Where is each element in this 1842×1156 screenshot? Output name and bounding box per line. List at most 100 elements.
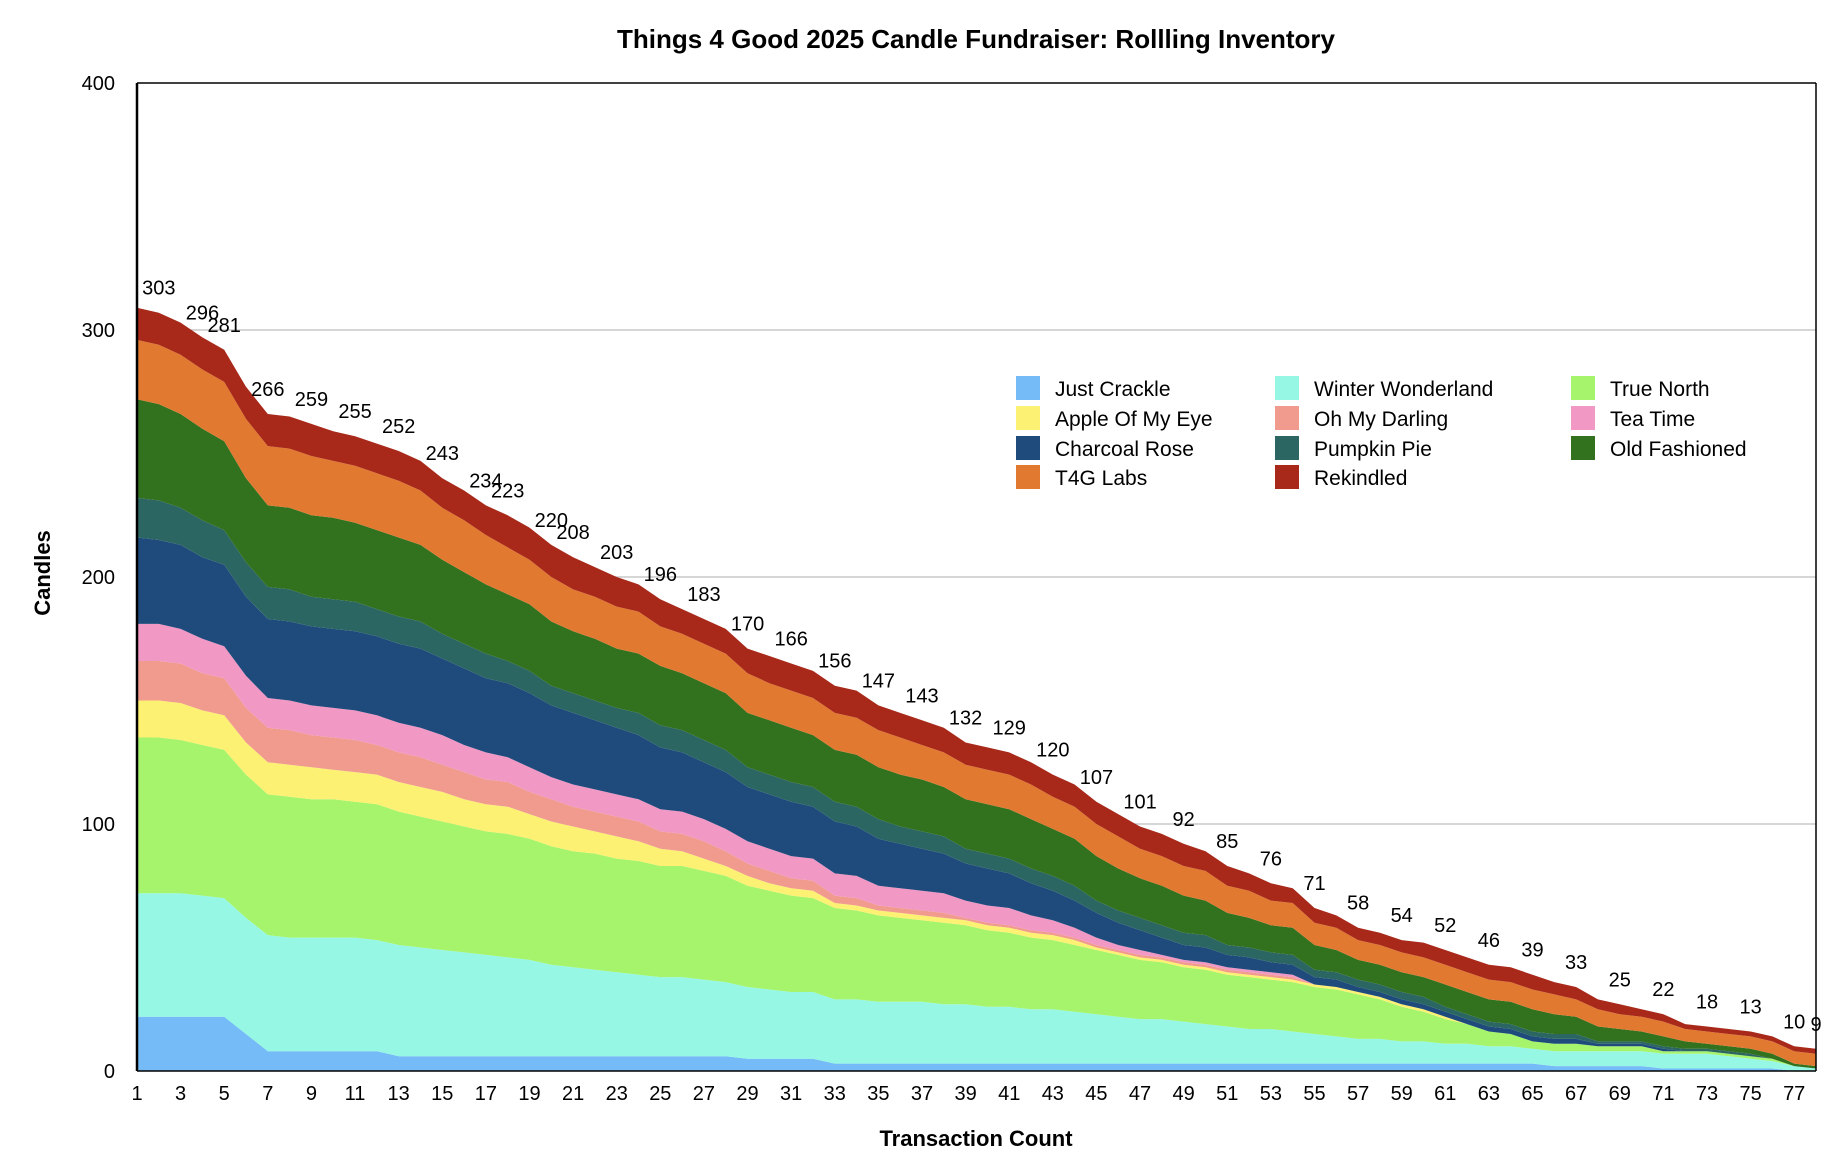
legend-label: Tea Time bbox=[1610, 408, 1695, 431]
x-tick-label: 57 bbox=[1347, 1083, 1369, 1105]
legend-item: Old Fashioned bbox=[1571, 436, 1747, 461]
legend-item: Tea Time bbox=[1571, 406, 1695, 431]
legend-label: Rekindled bbox=[1314, 467, 1407, 490]
total-data-label: 22 bbox=[1652, 979, 1674, 1001]
total-data-label: 259 bbox=[295, 389, 328, 411]
total-data-label: 120 bbox=[1036, 740, 1069, 762]
y-axis-ticks: 0 100 200 300 400 bbox=[82, 73, 115, 1083]
legend-item: Rekindled bbox=[1275, 465, 1407, 490]
total-data-label: 234 bbox=[469, 470, 502, 492]
x-tick-label: 9 bbox=[306, 1083, 317, 1105]
area-true-north bbox=[137, 737, 1816, 1069]
x-tick-label: 69 bbox=[1609, 1083, 1631, 1105]
total-data-label: 132 bbox=[949, 707, 982, 729]
x-axis-ticks: 1 3 5 7 9 11 13 15 17 19 21 23 25 27 29 31 33 35 37 39 41 43 4… bbox=[131, 1083, 1805, 1105]
legend-item: Charcoal Rose bbox=[1016, 436, 1194, 461]
x-tick-label: 23 bbox=[606, 1083, 628, 1105]
x-tick-label: 7 bbox=[262, 1083, 273, 1105]
x-axis-title: Transaction Count bbox=[879, 1126, 1073, 1151]
legend-label: Oh My Darling bbox=[1314, 408, 1448, 431]
legend-swatch bbox=[1016, 406, 1040, 430]
y-axis-title: Candles bbox=[30, 530, 55, 616]
legend-label: T4G Labs bbox=[1055, 467, 1147, 490]
legend: Just Crackle Winter Wonderland True North A… bbox=[1016, 376, 1747, 490]
x-tick-label: 13 bbox=[388, 1083, 410, 1105]
x-tick-label: 37 bbox=[911, 1083, 933, 1105]
y-tick-label: 100 bbox=[82, 814, 115, 836]
x-tick-label: 53 bbox=[1260, 1083, 1282, 1105]
total-data-label: 303 bbox=[142, 278, 175, 300]
x-tick-label: 21 bbox=[562, 1083, 584, 1105]
x-tick-label: 59 bbox=[1391, 1083, 1413, 1105]
legend-item: Winter Wonderland bbox=[1275, 376, 1493, 401]
x-tick-label: 17 bbox=[475, 1083, 497, 1105]
x-tick-label: 5 bbox=[219, 1083, 230, 1105]
total-data-label: 243 bbox=[426, 443, 459, 465]
total-data-label: 170 bbox=[731, 614, 764, 636]
area-just-crackle bbox=[137, 1016, 1816, 1071]
x-tick-label: 77 bbox=[1783, 1083, 1805, 1105]
legend-swatch bbox=[1571, 436, 1595, 460]
legend-swatch bbox=[1571, 406, 1595, 430]
y-tick-label: 0 bbox=[104, 1061, 115, 1083]
x-tick-label: 71 bbox=[1652, 1083, 1674, 1105]
x-tick-label: 3 bbox=[175, 1083, 186, 1105]
total-data-label: 147 bbox=[862, 670, 895, 692]
y-tick-label: 300 bbox=[82, 320, 115, 342]
x-tick-label: 45 bbox=[1085, 1083, 1107, 1105]
total-data-label: 33 bbox=[1565, 952, 1587, 974]
x-tick-label: 11 bbox=[345, 1083, 366, 1105]
legend-item: Oh My Darling bbox=[1275, 406, 1448, 431]
y-tick-label: 400 bbox=[82, 73, 115, 95]
total-data-label: 296 bbox=[186, 302, 219, 324]
total-data-label: 25 bbox=[1609, 969, 1631, 991]
legend-label: Old Fashioned bbox=[1610, 438, 1747, 461]
total-data-label: 255 bbox=[338, 401, 371, 423]
y-tick-label: 200 bbox=[82, 567, 115, 589]
total-data-label: 76 bbox=[1260, 848, 1282, 870]
chart-title: Things 4 Good 2025 Candle Fundraiser: Ro… bbox=[617, 24, 1336, 54]
x-tick-label: 73 bbox=[1696, 1083, 1718, 1105]
total-data-label: 203 bbox=[600, 542, 633, 564]
plot-frame bbox=[135, 82, 1817, 1072]
x-tick-label: 55 bbox=[1303, 1083, 1325, 1105]
x-tick-label: 19 bbox=[518, 1083, 540, 1105]
total-data-label: 39 bbox=[1521, 940, 1543, 962]
x-tick-label: 43 bbox=[1042, 1083, 1064, 1105]
legend-swatch bbox=[1275, 406, 1299, 430]
x-tick-label: 65 bbox=[1521, 1083, 1543, 1105]
legend-swatch bbox=[1016, 436, 1040, 460]
total-data-label: 281 bbox=[208, 315, 241, 337]
total-data-label: 266 bbox=[251, 379, 284, 401]
x-tick-label: 67 bbox=[1565, 1083, 1587, 1105]
total-data-label: 156 bbox=[818, 651, 851, 673]
x-tick-label: 75 bbox=[1739, 1083, 1761, 1105]
legend-swatch bbox=[1275, 465, 1299, 489]
total-data-label: 107 bbox=[1080, 767, 1113, 789]
x-tick-label: 35 bbox=[867, 1083, 889, 1105]
legend-label: True North bbox=[1610, 378, 1710, 401]
legend-swatch bbox=[1016, 465, 1040, 489]
x-tick-label: 15 bbox=[431, 1083, 453, 1105]
x-tick-label: 51 bbox=[1216, 1083, 1238, 1105]
total-data-label: 208 bbox=[556, 522, 589, 544]
total-data-label: 85 bbox=[1216, 831, 1238, 853]
total-data-label: 223 bbox=[491, 480, 524, 502]
legend-label: Charcoal Rose bbox=[1055, 438, 1194, 461]
legend-swatch bbox=[1275, 376, 1299, 400]
x-tick-label: 25 bbox=[649, 1083, 671, 1105]
total-data-label: 54 bbox=[1391, 905, 1413, 927]
legend-item: Apple Of My Eye bbox=[1016, 406, 1213, 431]
total-data-label: 101 bbox=[1123, 791, 1156, 813]
legend-swatch bbox=[1571, 376, 1595, 400]
legend-item: Just Crackle bbox=[1016, 376, 1171, 401]
total-data-label: 71 bbox=[1303, 873, 1325, 895]
x-tick-label: 27 bbox=[693, 1083, 715, 1105]
legend-item: T4G Labs bbox=[1016, 465, 1147, 490]
total-data-label: 252 bbox=[382, 416, 415, 438]
total-data-label: 196 bbox=[644, 564, 677, 586]
legend-label: Just Crackle bbox=[1055, 378, 1171, 401]
area-winter-wonderland bbox=[137, 893, 1816, 1071]
